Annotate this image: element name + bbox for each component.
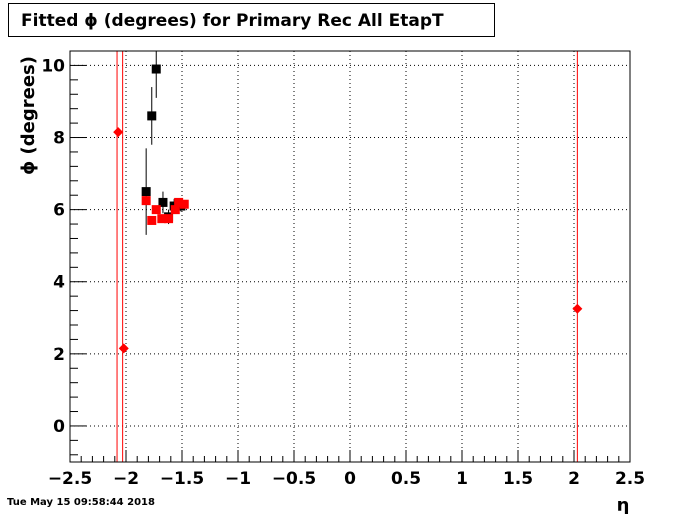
data-point-square [151, 205, 161, 215]
series-1 [141, 196, 189, 225]
chart-title: Fitted ϕ (degrees) for Primary Rec All E… [21, 11, 444, 31]
y-tick-label: 4 [53, 273, 65, 293]
data-point-square [157, 214, 167, 224]
data-point-square [147, 111, 157, 121]
x-tick-label: −0.5 [272, 469, 316, 489]
x-tick-label: 0 [344, 469, 356, 489]
data-point-diamond [113, 127, 124, 138]
timestamp: Tue May 15 09:58:44 2018 [7, 497, 155, 508]
x-tick-label: −1.5 [160, 469, 204, 489]
vertical-marker-lines [116, 51, 578, 462]
data-point-square [170, 205, 180, 215]
series-2 [113, 127, 583, 354]
data-point-square [158, 197, 168, 207]
x-tick-label: −2 [113, 469, 139, 489]
x-tick-label: −2.5 [48, 469, 92, 489]
data-point-square [151, 64, 161, 74]
data-series [113, 51, 583, 354]
y-tick-label: 6 [53, 201, 65, 221]
grid-lines [70, 51, 630, 462]
y-tick-label: 8 [53, 129, 65, 149]
x-axis-title: η [617, 495, 630, 514]
x-tick-label: 2 [568, 469, 580, 489]
y-axis-title: ϕ (degrees) [18, 56, 39, 175]
x-tick-label: 0.5 [391, 469, 421, 489]
data-point-diamond [572, 303, 583, 314]
x-tick-label: 2.5 [615, 469, 645, 489]
data-point-diamond [118, 343, 129, 354]
y-axis-ticks: 0 2 4 6 8 10 [41, 50, 86, 456]
y-tick-label: 10 [41, 56, 65, 76]
title-box: Fitted ϕ (degrees) for Primary Rec All E… [8, 3, 495, 37]
data-point-square [141, 196, 151, 206]
x-tick-label: 1.5 [503, 469, 533, 489]
y-tick-label: 2 [53, 345, 65, 365]
data-point-square [147, 215, 157, 225]
x-tick-label: −1 [225, 469, 251, 489]
data-point-square [174, 197, 184, 207]
x-tick-label: 1 [456, 469, 468, 489]
y-tick-label: 0 [53, 417, 65, 437]
x-axis-ticks: −2.5 −2 −1.5 −1 −0.5 0 0.5 1 1.5 2 2.5 [48, 450, 645, 489]
data-point-square [141, 187, 151, 197]
data-point-square [164, 214, 174, 224]
data-point-square [179, 199, 189, 209]
